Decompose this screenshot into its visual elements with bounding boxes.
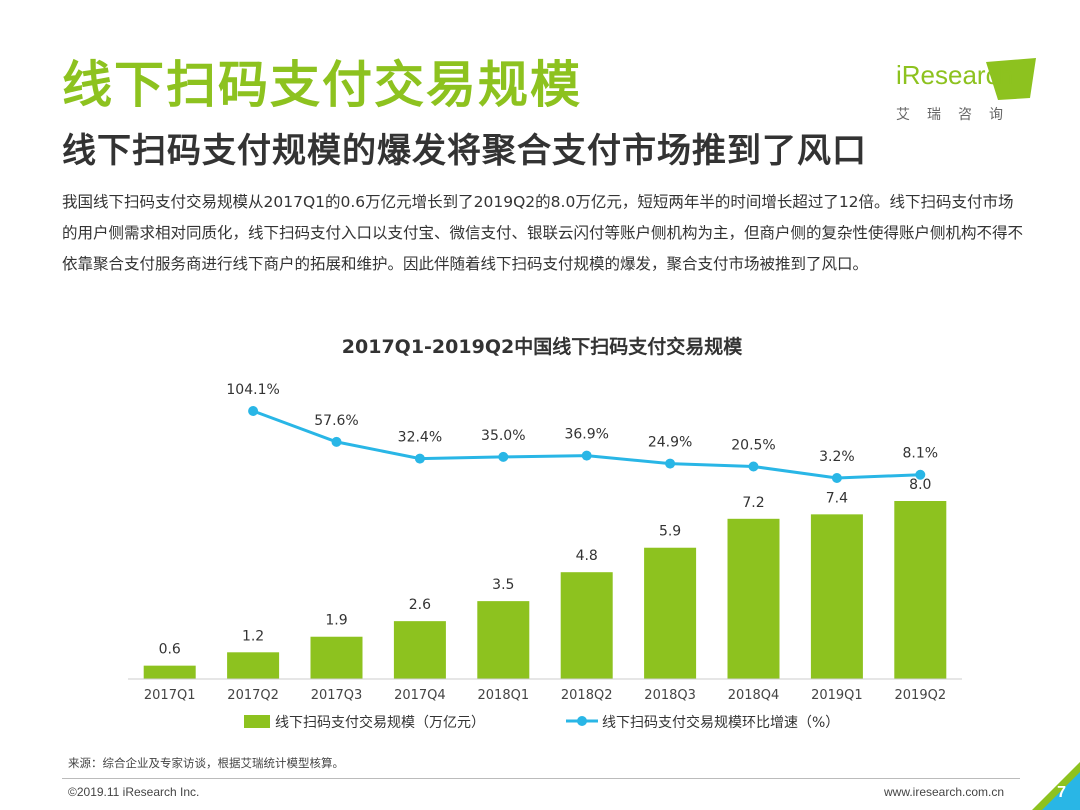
footer-divider: [62, 778, 1020, 779]
growth-value-label: 104.1%: [226, 382, 279, 398]
growth-value-label: 24.9%: [648, 435, 692, 451]
bar-2017Q3: [310, 636, 363, 679]
chart: 2017Q1-2019Q2中国线下扫码支付交易规模 0.6 1.2 1.9 2.6 3.…: [128, 335, 962, 731]
x-tick-label: 2018Q2: [561, 688, 613, 703]
bar-value-label: 2.6: [409, 597, 431, 613]
bar-2017Q4: [393, 621, 446, 679]
x-axis: 2017Q1 2017Q2 2017Q3 2017Q4 2018Q1 2018Q2 2018…: [128, 678, 962, 703]
bar-2018Q4: [727, 518, 780, 679]
logo-chinese-name: 艾瑞咨询: [896, 107, 1020, 123]
x-tick-label: 2017Q3: [311, 688, 363, 703]
growth-point-2017Q4: [414, 453, 425, 464]
growth-value-label: 3.2%: [819, 449, 855, 465]
growth-value-label: 32.4%: [398, 430, 442, 446]
bar-2017Q2: [227, 652, 280, 679]
iresearch-logo: iResearch 艾瑞咨询: [890, 58, 1040, 128]
growth-point-2017Q2: [248, 406, 259, 416]
bar-value-label: 0.6: [159, 642, 181, 658]
legend: 线下扫码支付交易规模（万亿元） 线下扫码支付交易规模环比增速（%）: [244, 714, 839, 731]
growth-point-2019Q2: [915, 469, 926, 480]
legend-bar-label: 线下扫码支付交易规模（万亿元）: [275, 714, 485, 731]
growth-point-2018Q3: [665, 458, 676, 469]
x-tick-label: 2019Q2: [895, 688, 947, 703]
chart-title: 2017Q1-2019Q2中国线下扫码支付交易规模: [342, 335, 743, 358]
growth-value-label: 36.9%: [564, 427, 608, 443]
growth-point-2017Q3: [331, 436, 342, 447]
bar-2018Q3: [644, 547, 697, 679]
bar-2019Q2: [894, 501, 947, 679]
legend-line-marker: [577, 716, 587, 726]
x-tick-label: 2019Q1: [811, 688, 863, 703]
growth-value-label: 20.5%: [731, 438, 775, 454]
page-title: 线下扫码支付交易规模: [62, 56, 582, 114]
legend-bar-swatch: [244, 715, 270, 728]
growth-value-label: 8.1%: [903, 446, 939, 462]
bars-layer: 0.6 1.2 1.9 2.6 3.5 4.8 5.9 7.2 7.4 8.0: [143, 477, 947, 679]
bar-2019Q1: [810, 514, 863, 679]
x-tick-label: 2017Q2: [227, 688, 279, 703]
growth-value-label: 57.6%: [314, 413, 358, 429]
x-tick-label: 2018Q4: [728, 688, 780, 703]
x-tick-label: 2017Q1: [144, 688, 196, 703]
page-subtitle: 线下扫码支付规模的爆发将聚合支付市场推到了风口: [62, 131, 867, 171]
x-tick-label: 2017Q4: [394, 688, 446, 703]
bar-value-label: 3.5: [492, 577, 514, 593]
bar-value-label: 4.8: [576, 548, 598, 564]
growth-point-2018Q1: [498, 451, 509, 462]
bar-value-label: 8.0: [909, 477, 931, 493]
logo-wordmark: iResearch: [896, 60, 1014, 90]
description-text: 我国线下扫码支付交易规模从2017Q1的0.6万亿元增长到了2019Q2的8.0…: [62, 193, 1024, 273]
page-corner-decoration: [1032, 762, 1080, 810]
page-number: 7: [1057, 784, 1066, 801]
line-layer: 104.1% 57.6% 32.4% 35.0% 36.9% 24.9% 20.5% 3.2%…: [226, 382, 938, 483]
growth-point-2018Q4: [748, 461, 759, 472]
bar-value-label: 1.9: [325, 613, 347, 629]
bar-2018Q1: [477, 601, 530, 679]
bar-value-label: 1.2: [242, 628, 264, 644]
bar-value-label: 7.4: [826, 490, 848, 506]
bar-2018Q2: [560, 572, 613, 679]
legend-line-label: 线下扫码支付交易规模环比增速（%）: [602, 714, 839, 731]
bar-value-label: 5.9: [659, 524, 681, 540]
bar-value-label: 7.2: [742, 495, 764, 511]
growth-point-2018Q2: [581, 450, 592, 461]
logo-banner-shape: [890, 58, 1036, 102]
copyright: ©2019.11 iResearch Inc.: [68, 785, 200, 799]
source-note: 来源：综合企业及专家访谈，根据艾瑞统计模型核算。: [68, 756, 344, 770]
bar-2017Q1: [143, 665, 196, 679]
x-tick-label: 2018Q3: [644, 688, 696, 703]
x-tick-label: 2018Q1: [478, 688, 530, 703]
growth-value-label: 35.0%: [481, 428, 525, 444]
growth-point-2019Q1: [831, 473, 842, 483]
website-link[interactable]: www.iresearch.com.cn: [884, 785, 1005, 799]
